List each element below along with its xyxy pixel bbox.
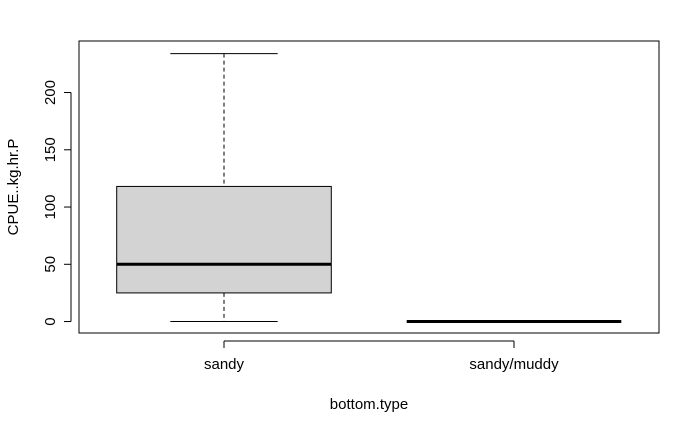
y-tick-label: 100 — [42, 195, 59, 220]
plot-frame — [78, 40, 660, 334]
y-tick-label: 200 — [42, 80, 59, 105]
y-tick-label: 50 — [42, 256, 59, 273]
box-iqr — [116, 185, 332, 294]
y-axis: 0 50 100 150 200 — [42, 80, 72, 326]
y-axis-label: CPUE..kg.hr.P — [5, 139, 22, 236]
box-sandy — [116, 53, 332, 323]
x-axis: sandy sandy/muddy — [204, 340, 559, 373]
x-tick-label: sandy/muddy — [469, 356, 559, 373]
y-tick-label: 150 — [42, 137, 59, 162]
x-tick-label: sandy — [204, 356, 245, 373]
y-tick-label: 0 — [42, 317, 59, 325]
boxes-group — [116, 53, 622, 324]
x-axis-label: bottom.type — [330, 396, 408, 413]
